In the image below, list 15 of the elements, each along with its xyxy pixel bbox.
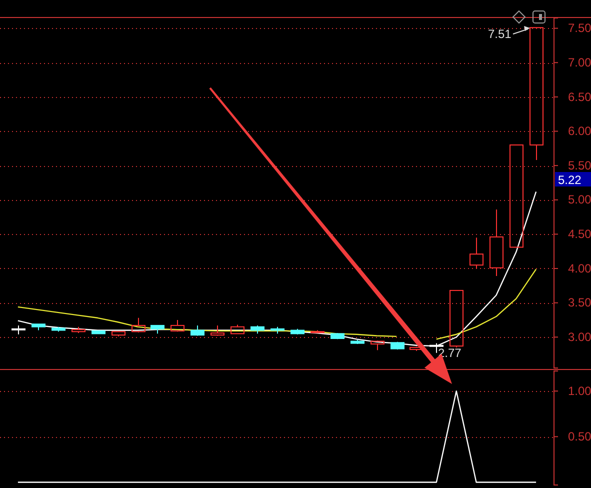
text: 5.22 <box>558 173 582 187</box>
y-tick-label: 3.50 <box>568 296 591 310</box>
y-tick-label: 5.00 <box>568 192 591 207</box>
y-tick-label: 4.50 <box>568 227 591 242</box>
y-tick-label: 6.50 <box>568 90 591 104</box>
y-tick-label: 7.50 <box>568 21 591 36</box>
y-tick-label: 1.00 <box>568 384 591 398</box>
y-tick-label: 4.00 <box>568 261 591 276</box>
y-tick-label: 6.00 <box>568 124 591 138</box>
candlestick <box>490 208 504 277</box>
annotation: 7.51 <box>488 27 512 41</box>
y-tick-label: 3.00 <box>568 330 591 344</box>
y-tick-label: 0.50 <box>568 430 591 444</box>
y-tick-label: 7.00 <box>568 55 591 70</box>
y-tick-label: 5.50 <box>568 158 591 172</box>
